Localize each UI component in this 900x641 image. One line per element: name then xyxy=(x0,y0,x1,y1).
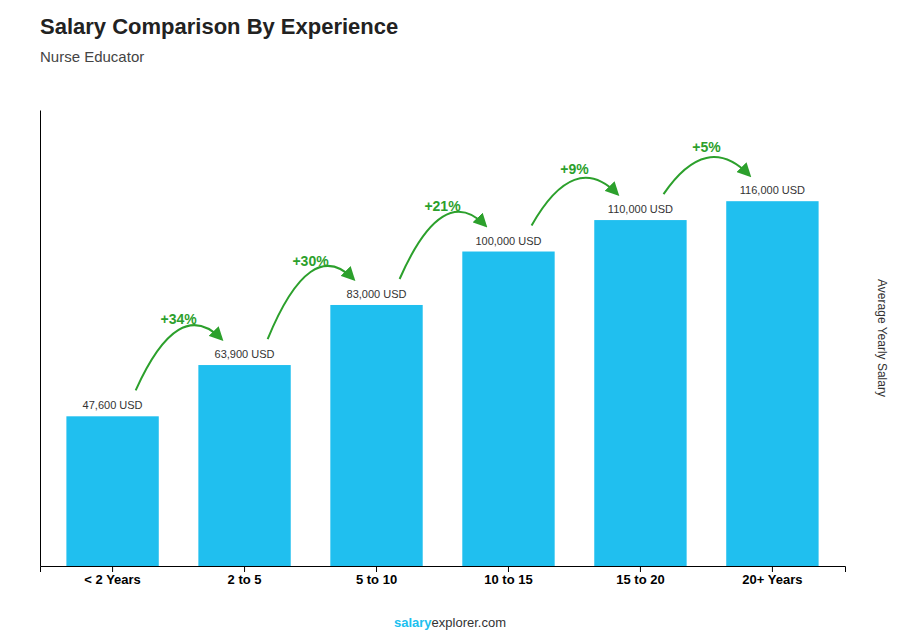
y-axis-title: Average Yearly Salary xyxy=(875,279,889,397)
x-tick-mark xyxy=(112,566,113,572)
annotation: +5% xyxy=(692,139,721,155)
footer-part: explorer.com xyxy=(432,615,506,630)
data-label: 47,600 USD xyxy=(83,399,143,411)
change-arrow xyxy=(664,157,750,194)
x-tick-mark xyxy=(640,566,641,572)
annotation: +30% xyxy=(292,253,329,269)
x-tick: < 2 Years xyxy=(84,566,141,587)
bar xyxy=(726,201,818,566)
plot-area: < 2 Years 2 to 5 5 to 10 10 to 15 15 to 20 20… xyxy=(41,111,846,588)
x-axis: < 2 Years 2 to 5 5 to 10 10 to 15 15 to 20 20… xyxy=(41,566,846,587)
annotation: +34% xyxy=(160,311,197,327)
data-label: 116,000 USD xyxy=(740,184,805,196)
x-tick-mark xyxy=(508,566,509,572)
x-tick: 20+ Years xyxy=(742,566,802,587)
data-label: 83,000 USD xyxy=(347,288,407,300)
x-tick-label: 2 to 5 xyxy=(228,572,262,587)
x-tick-label: 20+ Years xyxy=(742,572,802,587)
x-tick-label: 15 to 20 xyxy=(616,572,664,587)
x-tick: 10 to 15 xyxy=(484,566,532,587)
bar xyxy=(594,220,686,566)
x-tick-mark xyxy=(244,566,245,572)
change-arrow xyxy=(532,178,618,226)
annotation: +21% xyxy=(424,198,461,214)
x-tick: 15 to 20 xyxy=(616,566,664,587)
footer-part: salary xyxy=(394,615,432,630)
x-tick-label: 10 to 15 xyxy=(484,572,532,587)
change-arrow xyxy=(268,266,354,339)
y-axis xyxy=(40,111,41,567)
bar xyxy=(198,365,290,566)
x-tick: 2 to 5 xyxy=(228,566,262,587)
chart: Salary Comparison By Experience Nurse Edu… xyxy=(0,0,900,641)
subtitle: Nurse Educator xyxy=(40,48,144,65)
data-label: 63,900 USD xyxy=(215,348,275,360)
x-tick-mark xyxy=(376,566,377,572)
y-axis-line xyxy=(40,111,41,567)
title: Salary Comparison By Experience xyxy=(40,14,398,39)
x-tick-label: < 2 Years xyxy=(84,572,141,587)
footer: salaryexplorer.com xyxy=(394,615,506,630)
bar xyxy=(330,305,422,566)
bars xyxy=(66,201,818,566)
change-arrow xyxy=(136,325,222,390)
x-tick: 5 to 10 xyxy=(356,566,397,587)
x-tick-mark xyxy=(772,566,773,572)
labels: 47,600 USD 63,900 USD 83,000 USD 100,000 US… xyxy=(83,139,805,411)
data-label: 100,000 USD xyxy=(475,235,541,247)
x-tick-label: 5 to 10 xyxy=(356,572,397,587)
annotation: +9% xyxy=(560,161,589,177)
data-label: 110,000 USD xyxy=(608,203,673,215)
change-arrow xyxy=(400,212,486,279)
bar xyxy=(66,416,158,566)
bar xyxy=(462,252,554,566)
x-axis-line xyxy=(41,567,846,573)
